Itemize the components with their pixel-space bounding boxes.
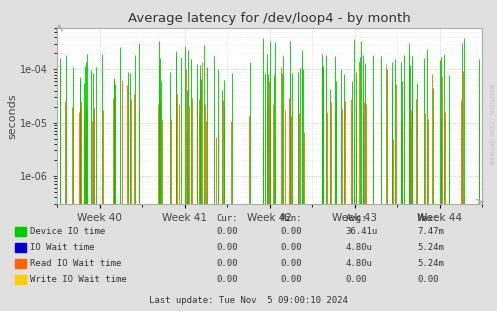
Text: 36.41u: 36.41u <box>345 227 378 236</box>
Y-axis label: seconds: seconds <box>7 93 17 139</box>
Text: IO Wait time: IO Wait time <box>30 243 94 252</box>
Text: Max:: Max: <box>417 214 439 223</box>
Text: 0.00: 0.00 <box>417 275 439 284</box>
Text: RRDTOOL / TOBI OETIKER: RRDTOOL / TOBI OETIKER <box>489 84 494 165</box>
Text: 7.47m: 7.47m <box>417 227 444 236</box>
Text: 0.00: 0.00 <box>281 227 302 236</box>
Text: 5.24m: 5.24m <box>417 259 444 268</box>
Text: 0.00: 0.00 <box>281 259 302 268</box>
Text: 0.00: 0.00 <box>216 243 238 252</box>
Text: Cur:: Cur: <box>216 214 238 223</box>
Text: 0.00: 0.00 <box>345 275 367 284</box>
Text: Avg:: Avg: <box>345 214 367 223</box>
Text: 5.24m: 5.24m <box>417 243 444 252</box>
Text: Min:: Min: <box>281 214 302 223</box>
Text: 4.80u: 4.80u <box>345 259 372 268</box>
Text: Write IO Wait time: Write IO Wait time <box>30 275 127 284</box>
Text: Device IO time: Device IO time <box>30 227 105 236</box>
Text: Last update: Tue Nov  5 09:00:10 2024: Last update: Tue Nov 5 09:00:10 2024 <box>149 296 348 305</box>
Text: 0.00: 0.00 <box>216 275 238 284</box>
Text: 0.00: 0.00 <box>216 259 238 268</box>
Text: 0.00: 0.00 <box>281 275 302 284</box>
Title: Average latency for /dev/loop4 - by month: Average latency for /dev/loop4 - by mont… <box>128 12 411 26</box>
Text: 0.00: 0.00 <box>281 243 302 252</box>
Text: Read IO Wait time: Read IO Wait time <box>30 259 121 268</box>
Text: 0.00: 0.00 <box>216 227 238 236</box>
Text: 4.80u: 4.80u <box>345 243 372 252</box>
